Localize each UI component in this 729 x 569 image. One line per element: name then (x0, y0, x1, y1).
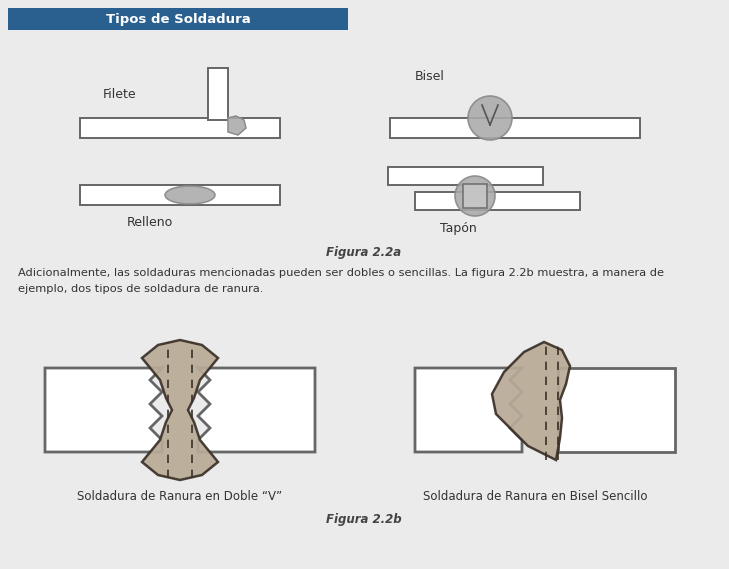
Bar (388, 167, 543, 185)
Polygon shape (558, 368, 675, 452)
Text: Figura 2.2a: Figura 2.2a (327, 245, 402, 258)
Bar (208, 68, 228, 120)
Bar (80, 185, 280, 205)
Polygon shape (45, 368, 162, 452)
Text: Tipos de Soldadura: Tipos de Soldadura (106, 13, 250, 26)
Ellipse shape (455, 176, 495, 216)
Bar (415, 192, 580, 210)
Text: Tapón: Tapón (440, 221, 477, 234)
Text: Filete: Filete (104, 88, 137, 101)
Text: ejemplo, dos tipos de soldadura de ranura.: ejemplo, dos tipos de soldadura de ranur… (18, 284, 263, 294)
Bar (80, 118, 280, 138)
Bar (8, 8, 348, 30)
Ellipse shape (468, 96, 512, 140)
Text: Relleno: Relleno (127, 216, 173, 229)
Polygon shape (198, 368, 315, 452)
Polygon shape (492, 342, 570, 460)
Polygon shape (142, 340, 218, 480)
Bar (390, 118, 640, 138)
Text: Soldadura de Ranura en Doble “V”: Soldadura de Ranura en Doble “V” (77, 490, 283, 504)
Ellipse shape (165, 186, 215, 204)
Polygon shape (228, 116, 246, 135)
Polygon shape (415, 368, 522, 452)
Text: Adicionalmente, las soldaduras mencionadas pueden ser dobles o sencillas. La fig: Adicionalmente, las soldaduras mencionad… (18, 268, 664, 278)
Text: Soldadura de Ranura en Bisel Sencillo: Soldadura de Ranura en Bisel Sencillo (423, 490, 647, 504)
Text: Bisel: Bisel (415, 69, 445, 83)
Bar (463, 184, 487, 208)
Text: Figura 2.2b: Figura 2.2b (326, 513, 402, 526)
